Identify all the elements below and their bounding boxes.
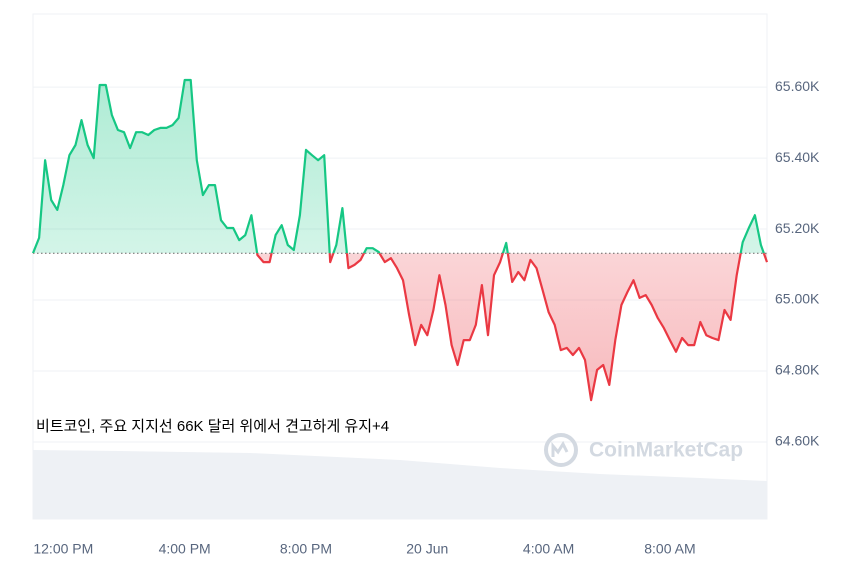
- x-tick-label: 12:00 PM: [33, 541, 93, 557]
- area-up: [33, 80, 764, 254]
- x-tick-label: 4:00 PM: [159, 541, 211, 557]
- y-tick-label: 65.00K: [775, 291, 820, 307]
- y-tick-label: 64.60K: [775, 433, 820, 449]
- area-down: [33, 253, 767, 401]
- volume-area: [33, 450, 767, 519]
- x-tick-label: 8:00 AM: [644, 541, 695, 557]
- watermark: CoinMarketCap: [544, 433, 743, 467]
- price-line-down: [32, 253, 769, 402]
- x-tick-label: 8:00 PM: [280, 541, 332, 557]
- x-tick-label: 20 Jun: [406, 541, 448, 557]
- watermark-text: CoinMarketCap: [589, 439, 743, 462]
- price-line-up: [31, 78, 765, 254]
- y-tick-label: 65.40K: [775, 149, 820, 165]
- annotation: 비트코인, 주요 지지선 66K 달러 위에서 견고하게 유지+4: [36, 418, 389, 435]
- x-tick-label: 4:00 AM: [523, 541, 574, 557]
- y-tick-label: 65.60K: [775, 78, 820, 94]
- y-tick-label: 65.20K: [775, 220, 820, 236]
- y-tick-label: 64.80K: [775, 362, 820, 378]
